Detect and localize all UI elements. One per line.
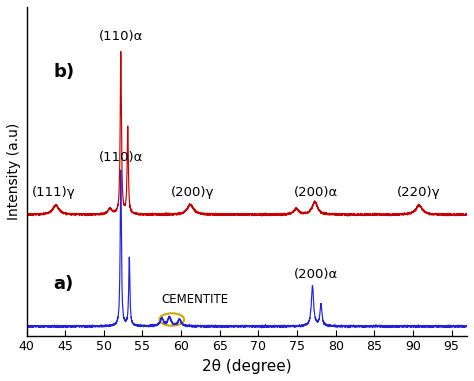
Text: (200)α: (200)α: [294, 186, 338, 199]
Text: CEMENTITE: CEMENTITE: [162, 293, 229, 306]
Text: (111)γ: (111)γ: [32, 186, 75, 199]
Y-axis label: Intensity (a.u): Intensity (a.u): [7, 123, 21, 220]
Text: a): a): [54, 275, 74, 293]
Text: (110)α: (110)α: [99, 150, 143, 163]
Text: b): b): [54, 63, 75, 81]
Text: (200)γ: (200)γ: [171, 186, 214, 199]
X-axis label: 2θ (degree): 2θ (degree): [202, 359, 292, 374]
Text: (220)γ: (220)γ: [397, 186, 441, 199]
Text: (200)α: (200)α: [294, 268, 338, 282]
Text: (110)α: (110)α: [99, 30, 143, 43]
